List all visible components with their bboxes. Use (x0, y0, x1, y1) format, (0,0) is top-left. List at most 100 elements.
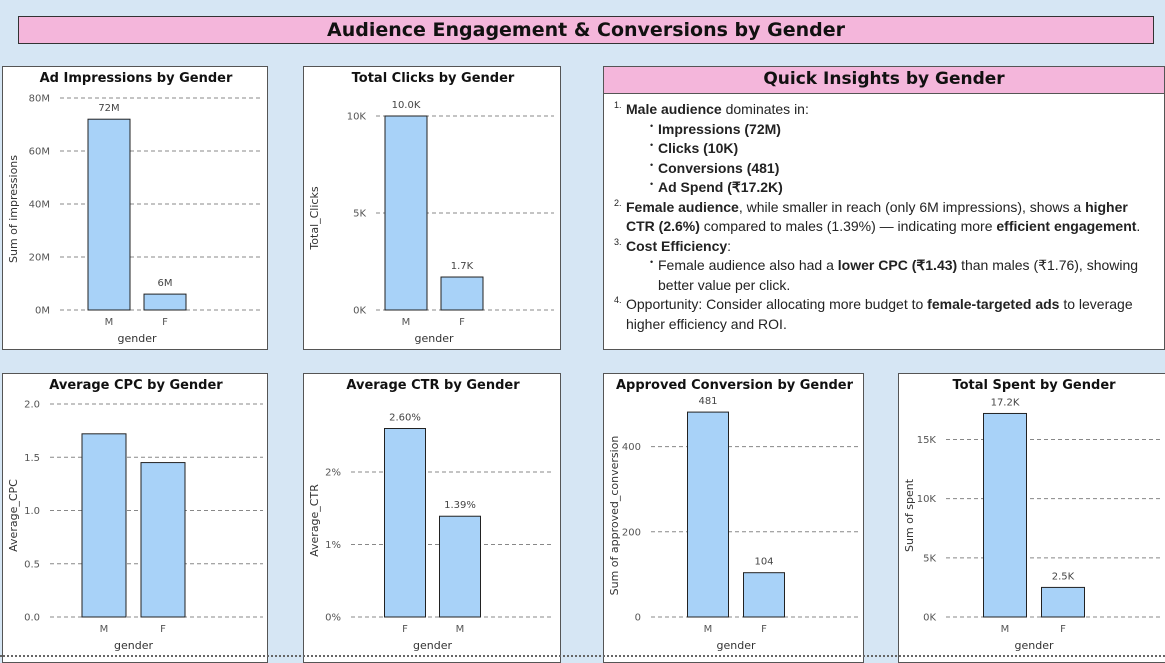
y-axis-label: Sum of approved_conversion (608, 436, 621, 596)
y-axis-label: Average_CTR (308, 484, 321, 557)
bar (87, 118, 131, 311)
insight-text: , while smaller in reach (only 6M impres… (738, 198, 1086, 215)
data-label: 6M (158, 278, 173, 289)
x-tick-label: M (456, 624, 465, 635)
insight-number: 1. (614, 100, 622, 110)
chart-title: Average CTR by Gender (346, 378, 520, 393)
y-tick-label: 400 (622, 442, 641, 453)
insight-item-1: 1. Male audience dominates in: (614, 100, 1158, 120)
page-title: Audience Engagement & Conversions by Gen… (18, 16, 1154, 44)
y-axis-label: Sum of spent (903, 478, 916, 552)
y-axis-label: Total_Clicks (308, 186, 321, 250)
bar (81, 433, 127, 618)
data-label: 481 (698, 396, 717, 407)
chart-impressions: Ad Impressions by Gender 0M 20M 40M 60M 80M 72… (7, 71, 263, 345)
y-tick-label: 40M (29, 200, 50, 211)
bar (140, 462, 186, 618)
y-tick-label: 2.0 (24, 400, 40, 411)
insight-bold: Male audience (626, 101, 722, 117)
insight-text: dominates in: (721, 101, 809, 117)
chart-ctr: Average CTR by Gender 0% 1% 2% 2.60% F 1.39% Mg… (308, 378, 554, 652)
insights-body: 1. Male audience dominates in: • Impressi… (604, 94, 1164, 334)
data-label: 17.2K (991, 397, 1020, 408)
y-tick-label: 0.0 (24, 613, 40, 624)
y-tick-label: 0.5 (24, 559, 40, 570)
y-axis-label: Average_CPC (7, 479, 20, 552)
data-label: 104 (754, 557, 773, 568)
bar (440, 276, 484, 311)
insight-sub-label: Clicks (10K) (658, 140, 739, 156)
y-tick-label: 1.0 (24, 506, 40, 517)
x-tick-label: F (402, 624, 408, 635)
insight-bold: Cost Efficiency (626, 237, 728, 254)
chart-spent-panel[interactable]: Total Spent by Gender 0K 5K 10K 15K 17.2K M 2.5… (898, 373, 1165, 663)
insight-bold: female-targeted ads (927, 296, 1060, 312)
y-tick-label: 5K (923, 553, 936, 564)
x-tick-label: F (1060, 624, 1066, 635)
bar (983, 412, 1027, 618)
x-tick-label: F (160, 624, 166, 635)
y-tick-label: 20M (29, 253, 50, 264)
insights-panel: Quick Insights by Gender 1. Male audienc… (603, 66, 1165, 350)
insight-subitem: • Conversions (481) (614, 159, 1158, 179)
y-tick-label: 0K (923, 613, 936, 624)
insight-text: . (1136, 218, 1141, 234)
insight-bold: lower CPC (₹1.43) (837, 257, 958, 273)
chart-clicks-panel[interactable]: Total Clicks by Gender 0K 5K 10K 10.0K M 1.7K F… (303, 66, 561, 350)
chart-impressions-panel[interactable]: Ad Impressions by Gender 0M 20M 40M 60M 80M 72… (2, 66, 268, 350)
bar (1041, 586, 1085, 618)
chart-conversion-panel[interactable]: Approved Conversion by Gender 0 200 400 481 M… (603, 373, 864, 663)
x-tick-label: F (761, 624, 767, 635)
chart-title: Total Clicks by Gender (352, 71, 515, 86)
y-tick-label: 2% (325, 468, 341, 479)
insight-number: 4. (614, 295, 622, 305)
bar (384, 428, 426, 618)
x-axis-label: gender (1015, 639, 1054, 652)
data-label: 1.39% (444, 500, 476, 511)
insight-item-2: 2. Female audience, while smaller in rea… (614, 198, 1158, 237)
chart-spent: Total Spent by Gender 0K 5K 10K 15K 17.2K M 2.5… (903, 378, 1163, 652)
insight-number: 3. (614, 236, 622, 247)
bottom-divider (0, 655, 1165, 657)
x-tick-label: M (105, 317, 114, 328)
bar (687, 411, 729, 618)
insight-text: Opportunity: Consider allocating more bu… (626, 296, 928, 312)
x-axis-label: gender (717, 639, 756, 652)
data-label: 2.60% (389, 413, 421, 424)
bar (143, 293, 187, 311)
insight-sub-label: Impressions (72M) (658, 120, 781, 137)
data-label: 1.7K (451, 261, 474, 272)
y-tick-label: 5K (353, 209, 366, 220)
y-tick-label: 10K (347, 112, 367, 123)
insight-text: : (727, 237, 732, 254)
x-tick-label: M (704, 624, 713, 635)
insight-text: than males (₹1.76), showing better value… (658, 257, 1139, 293)
y-tick-label: 1.5 (24, 453, 40, 464)
y-tick-label: 1% (325, 540, 341, 551)
insight-bold: Female audience (626, 198, 739, 215)
insight-text: to leverage higher efficiency and ROI. (626, 296, 1133, 332)
chart-cpc: Average CPC by Gender 0.0 0.5 1.0 1.5 2.0 M Fge… (7, 378, 263, 652)
x-tick-label: M (402, 317, 411, 328)
insight-sub-label: Ad Spend (₹17.2K) (658, 179, 783, 195)
insight-subitem: • Impressions (72M) (614, 120, 1158, 140)
insight-text: compared to males (1.39%) — indicating m… (699, 218, 997, 234)
x-tick-label: M (1001, 624, 1010, 635)
x-axis-label: gender (118, 332, 157, 345)
chart-title: Total Spent by Gender (952, 378, 1116, 393)
chart-conversion: Approved Conversion by Gender 0 200 400 481 M… (608, 378, 859, 652)
y-tick-label: 10K (917, 494, 937, 505)
x-tick-label: M (100, 624, 109, 635)
chart-title: Ad Impressions by Gender (40, 71, 233, 86)
insight-subitem: • Clicks (10K) (614, 139, 1158, 159)
data-label: 10.0K (392, 100, 421, 111)
y-tick-label: 60M (29, 147, 50, 158)
insight-number: 2. (614, 197, 622, 208)
data-label: 2.5K (1052, 571, 1075, 582)
x-axis-label: gender (114, 639, 153, 652)
chart-title: Approved Conversion by Gender (616, 378, 854, 393)
insight-subitem: • Ad Spend (₹17.2K) (614, 178, 1158, 198)
x-axis-label: gender (413, 639, 452, 652)
